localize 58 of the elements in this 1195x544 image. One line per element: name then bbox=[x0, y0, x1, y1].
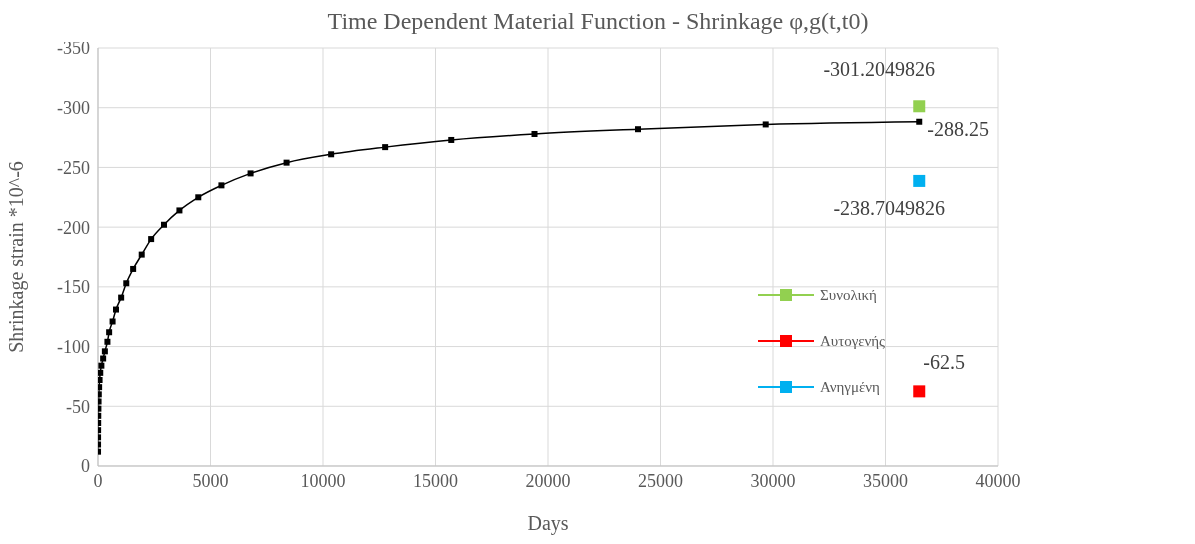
point bbox=[130, 265, 137, 272]
x-tick-label: 30000 bbox=[750, 470, 796, 491]
x-axis-title: Days bbox=[527, 512, 569, 535]
data-label: -62.5 bbox=[923, 351, 965, 374]
x-tick-label: 25000 bbox=[638, 470, 683, 491]
point bbox=[195, 194, 202, 201]
legend-label: Συνολική bbox=[820, 286, 877, 304]
data-label: -288.25 bbox=[927, 117, 989, 140]
legend-label: Αυτογενής bbox=[820, 332, 886, 350]
point bbox=[109, 318, 116, 325]
y-tick-label: -300 bbox=[57, 98, 90, 119]
x-tick-label: 10000 bbox=[300, 470, 346, 491]
point bbox=[118, 294, 125, 301]
point bbox=[106, 329, 113, 336]
point bbox=[218, 182, 225, 189]
data-label: -238.7049826 bbox=[833, 196, 946, 219]
point bbox=[913, 100, 926, 113]
point bbox=[916, 118, 923, 125]
point bbox=[160, 221, 167, 228]
y-tick-label: -150 bbox=[57, 277, 90, 298]
y-tick-label: -50 bbox=[66, 396, 90, 417]
point bbox=[100, 355, 107, 362]
point bbox=[113, 306, 119, 313]
point bbox=[98, 384, 103, 391]
point bbox=[448, 136, 455, 143]
x-tick-label: 20000 bbox=[525, 470, 571, 491]
point bbox=[913, 174, 926, 187]
y-tick-label: 0 bbox=[81, 456, 90, 477]
point bbox=[104, 338, 111, 345]
point bbox=[382, 144, 389, 151]
point bbox=[283, 159, 290, 166]
y-tick-label: -350 bbox=[57, 38, 90, 59]
point bbox=[98, 377, 103, 384]
point bbox=[101, 348, 108, 355]
point bbox=[148, 236, 155, 243]
x-tick-label: 40000 bbox=[975, 470, 1021, 491]
point bbox=[123, 280, 130, 287]
legend-label: Ανηγμένη bbox=[820, 378, 880, 396]
point bbox=[635, 126, 641, 133]
data-label: -301.2049826 bbox=[823, 58, 936, 81]
point bbox=[138, 251, 145, 258]
x-tick-label: 35000 bbox=[863, 470, 908, 491]
point bbox=[913, 385, 926, 398]
point bbox=[98, 362, 105, 369]
y-tick-label: -100 bbox=[57, 336, 90, 357]
y-tick-label: -250 bbox=[57, 157, 90, 178]
y-axis-title: Shrinkage strain *10^-6 bbox=[5, 161, 29, 353]
x-tick-label: 5000 bbox=[192, 470, 229, 491]
point bbox=[176, 207, 183, 214]
chart-title: Time Dependent Material Function - Shrinkage φ,g(t,t0) bbox=[327, 8, 869, 34]
x-tick-label: 0 bbox=[93, 470, 103, 491]
point bbox=[247, 170, 254, 177]
y-tick-label: -200 bbox=[57, 217, 90, 238]
point bbox=[531, 130, 538, 137]
point bbox=[762, 121, 769, 128]
point bbox=[98, 369, 104, 376]
x-tick-label: 15000 bbox=[413, 470, 458, 491]
point bbox=[328, 151, 335, 158]
